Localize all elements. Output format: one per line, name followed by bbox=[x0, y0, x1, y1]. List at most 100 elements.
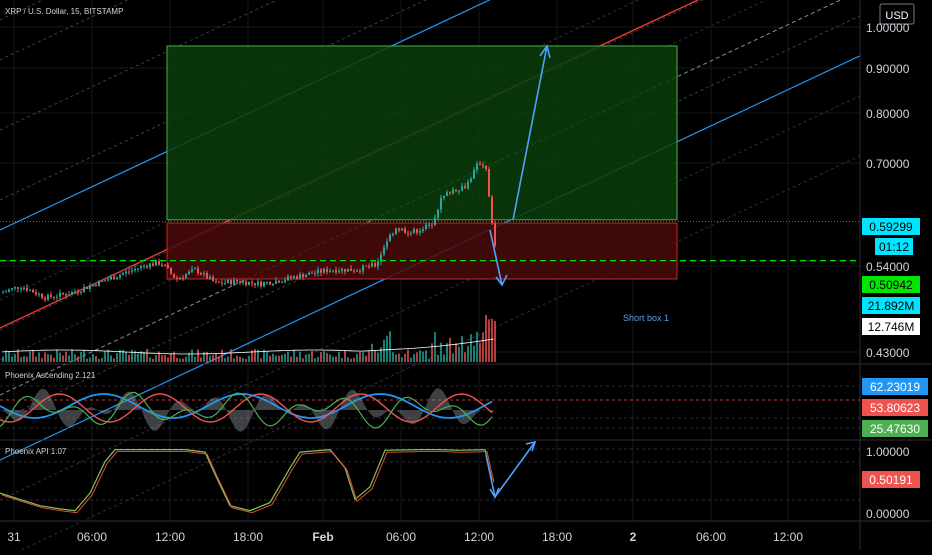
price-tick: 0.54000 bbox=[866, 260, 910, 274]
candle-body bbox=[314, 273, 316, 275]
candle-body bbox=[47, 294, 49, 300]
candle-body bbox=[68, 294, 70, 296]
up-arrow-line bbox=[512, 45, 548, 221]
volume-bar bbox=[131, 349, 133, 362]
candle-body bbox=[365, 265, 367, 267]
volume-bar bbox=[455, 343, 457, 362]
candle-body bbox=[428, 224, 430, 226]
volume-bar bbox=[284, 353, 286, 362]
volume-bar bbox=[245, 358, 247, 362]
volume-bar bbox=[488, 319, 490, 362]
volume-badge-1 bbox=[862, 297, 920, 314]
candle-body bbox=[335, 270, 337, 273]
volume-bar bbox=[365, 355, 367, 362]
volume-bar bbox=[89, 357, 91, 362]
long-position-box[interactable] bbox=[166, 45, 678, 221]
candle-body bbox=[143, 265, 145, 267]
candle-body bbox=[170, 268, 172, 274]
candle-body bbox=[77, 291, 79, 293]
volume-bar bbox=[68, 355, 70, 362]
volume-bar bbox=[197, 349, 199, 362]
phoenix-ascending-pane bbox=[0, 385, 860, 432]
volume-bar bbox=[170, 353, 172, 362]
candle-body bbox=[401, 228, 403, 231]
candle-body bbox=[185, 274, 187, 278]
volume-bar bbox=[77, 356, 79, 362]
api-red-line bbox=[1, 451, 495, 514]
candles-layer bbox=[2, 160, 496, 303]
volume-bar bbox=[8, 351, 10, 362]
volume-bar bbox=[272, 353, 274, 362]
volume-bar bbox=[185, 356, 187, 362]
volume-bar bbox=[209, 355, 211, 362]
candle-body bbox=[425, 224, 427, 229]
candle-body bbox=[374, 263, 376, 267]
volume-bar bbox=[26, 356, 28, 362]
api-red-value: 0.50191 bbox=[869, 473, 913, 487]
asc-green-line bbox=[0, 391, 493, 429]
candle-body bbox=[188, 271, 190, 275]
volume-bar bbox=[263, 349, 265, 362]
price-tick: 0.43000 bbox=[866, 346, 910, 360]
volume-bar bbox=[191, 349, 193, 362]
volume-bar bbox=[212, 355, 214, 362]
volume-bar bbox=[383, 339, 385, 362]
volume-bar bbox=[461, 336, 463, 362]
currency-button[interactable] bbox=[879, 3, 915, 25]
volume-bar bbox=[386, 335, 388, 362]
channel-upper-line bbox=[0, 0, 491, 231]
volume-bar bbox=[347, 357, 349, 362]
volume-bar bbox=[344, 350, 346, 362]
volume-bar bbox=[236, 355, 238, 362]
candle-body bbox=[146, 265, 148, 268]
candle-body bbox=[350, 268, 352, 271]
volume-bar bbox=[464, 352, 466, 362]
volume-bar bbox=[206, 351, 208, 362]
candle-body bbox=[308, 272, 310, 275]
candle-body bbox=[275, 280, 277, 284]
candle-body bbox=[140, 266, 142, 269]
volume-bar bbox=[80, 352, 82, 362]
candle-body bbox=[440, 197, 442, 210]
volume-bar bbox=[473, 345, 475, 362]
candle-body bbox=[347, 268, 349, 272]
volume-bar bbox=[29, 351, 31, 362]
candle-body bbox=[467, 181, 469, 189]
candle-body bbox=[35, 292, 37, 295]
candle-body bbox=[98, 280, 100, 287]
candle-body bbox=[209, 276, 211, 279]
api-arrow-head-down bbox=[489, 487, 500, 499]
volume-bar bbox=[404, 353, 406, 362]
volume-bar bbox=[62, 355, 64, 362]
candle-body bbox=[473, 169, 475, 179]
candle-body bbox=[176, 277, 178, 279]
volume-bar bbox=[377, 352, 379, 362]
candle-body bbox=[284, 280, 286, 282]
candle-body bbox=[95, 284, 97, 287]
candle-body bbox=[332, 270, 334, 272]
api-arrow-head-up bbox=[525, 440, 537, 452]
volume-bar bbox=[224, 358, 226, 362]
price-axis[interactable]: USD 1.00000 0.90000 0.80000 0.70000 0.54… bbox=[866, 3, 915, 360]
time-axis[interactable]: 31 06:00 12:00 18:00 Feb 06:00 12:00 18:… bbox=[7, 530, 803, 544]
short-position-box[interactable] bbox=[166, 222, 678, 280]
candle-body bbox=[182, 277, 184, 279]
volume-bar bbox=[128, 354, 130, 362]
candle-body bbox=[59, 292, 61, 297]
volume-bar bbox=[335, 356, 337, 362]
volume-bar bbox=[134, 350, 136, 362]
volume-bar bbox=[11, 356, 13, 362]
volume-bar bbox=[305, 354, 307, 362]
candle-body bbox=[128, 271, 130, 273]
candle-body bbox=[410, 232, 412, 234]
candle-body bbox=[419, 230, 421, 233]
candle-body bbox=[11, 288, 13, 290]
candle-body bbox=[215, 281, 217, 283]
volume-bar bbox=[101, 357, 103, 362]
volume-bar bbox=[53, 357, 55, 362]
api-red-badge bbox=[862, 471, 920, 488]
volume-bar bbox=[254, 349, 256, 362]
volume-bar bbox=[275, 355, 277, 362]
